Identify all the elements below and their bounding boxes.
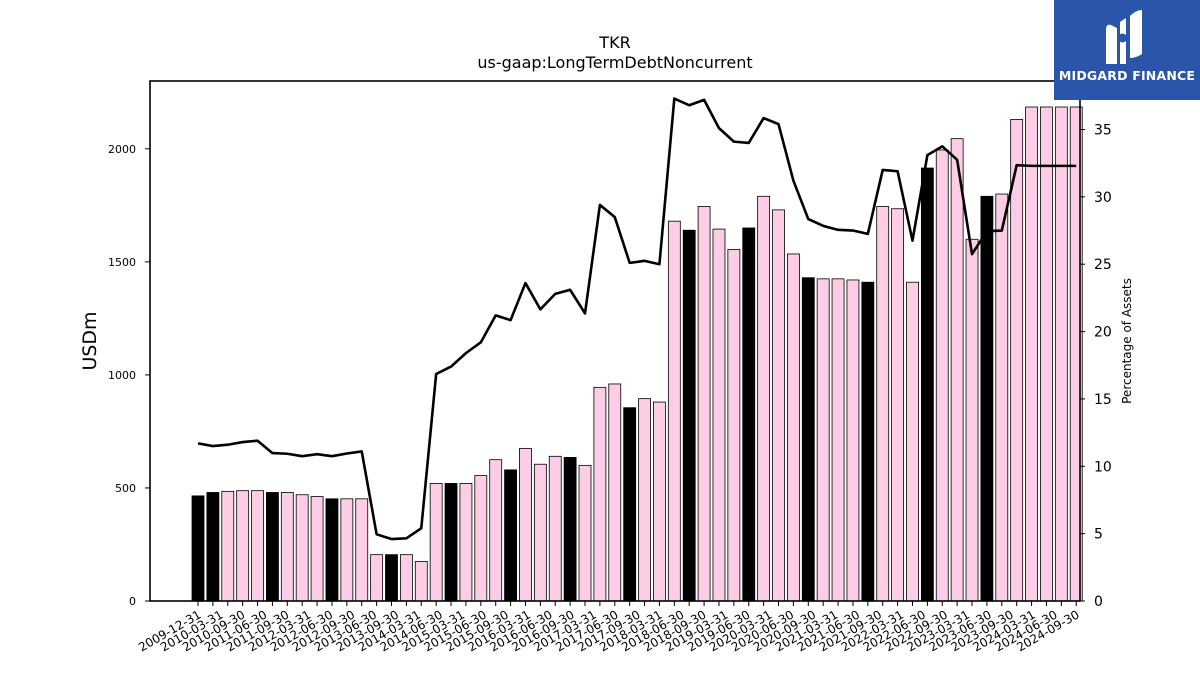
bar-2012-06-30 <box>340 498 354 602</box>
logo-mark-icon <box>1106 10 1142 65</box>
bar-2016-06-30 <box>578 464 592 602</box>
bar-2019-12-31 <box>787 253 800 602</box>
bar-2023-09-30 <box>1010 119 1024 602</box>
bar-2023-03-31 <box>980 195 994 602</box>
bar-2022-03-31 <box>920 167 934 602</box>
bar-2020-03-31 <box>801 277 815 602</box>
bar-2010-03-31 <box>206 492 220 602</box>
bar-2023-12-31 <box>1025 106 1038 602</box>
bar-2014-06-30 <box>459 483 473 602</box>
bar-2010-06-30 <box>221 490 235 602</box>
bar-2014-09-30 <box>474 475 488 602</box>
bar-2021-06-30 <box>876 206 890 602</box>
bar-2020-12-31 <box>846 279 860 602</box>
bar-2018-09-30 <box>712 228 726 602</box>
bar-2021-09-30 <box>891 208 904 602</box>
y-right-tick-label: 35 <box>1094 122 1112 138</box>
chart-title: TKR <box>598 33 630 52</box>
bar-2017-12-31 <box>667 220 681 602</box>
bar-2011-06-30 <box>280 492 294 602</box>
y-axis-left-label: USDm <box>79 311 101 370</box>
chart-subtitle: us-gaap:LongTermDebtNoncurrent <box>477 53 752 72</box>
bar-2015-12-31 <box>548 455 562 602</box>
y-right-tick-label: 15 <box>1094 392 1112 408</box>
bar-2015-06-30 <box>519 447 532 602</box>
y-axis-right-label: Percentage of Assets <box>1120 278 1134 404</box>
bar-2021-03-31 <box>861 281 875 602</box>
bar-2018-12-31 <box>727 249 741 602</box>
bar-2017-09-30 <box>653 401 666 602</box>
bar-2018-06-30 <box>697 206 711 602</box>
bar-2016-12-31 <box>608 383 622 602</box>
bar-2018-03-31 <box>682 229 696 602</box>
bar-2011-03-31 <box>266 492 279 602</box>
bar-2010-12-31 <box>251 490 264 602</box>
bar-2022-12-31 <box>965 238 979 602</box>
y-left-tick-label: 0 <box>129 595 136 608</box>
bar-2017-06-30 <box>638 398 651 602</box>
bar-2016-09-30 <box>593 386 607 602</box>
bar-2010-09-30 <box>236 490 250 602</box>
midgard-finance-logo: MIDGARD FINANCE <box>1054 0 1200 100</box>
bar-2019-03-31 <box>742 227 756 602</box>
bar-2022-06-30 <box>935 149 949 602</box>
bar-2009-12-31 <box>191 495 205 602</box>
bar-2022-09-30 <box>950 138 964 602</box>
x-axis: 2009-12-312010-03-312010-09-302011-06-30… <box>136 601 1082 654</box>
percentage-of-assets-line <box>197 97 1077 541</box>
bar-2019-06-30 <box>757 195 771 602</box>
y-left-tick-label: 500 <box>115 482 136 495</box>
bar-2020-06-30 <box>816 278 830 602</box>
bar-2013-12-31 <box>429 483 443 602</box>
bar-2015-09-30 <box>533 463 547 602</box>
y-right-tick-label: 5 <box>1094 527 1103 543</box>
y-right-tick-label: 10 <box>1094 459 1112 475</box>
bar-2013-09-30 <box>414 561 428 602</box>
bar-2019-09-30 <box>772 209 785 602</box>
logo-text: MIDGARD FINANCE <box>1058 68 1196 83</box>
bar-2023-06-30 <box>995 193 1009 602</box>
bar-2021-12-31 <box>906 281 919 602</box>
bar-2017-03-31 <box>623 407 637 602</box>
bar-series <box>191 106 1083 602</box>
line-series <box>197 97 1077 541</box>
y-right-tick-label: 0 <box>1094 594 1103 610</box>
y-left-tick-label: 1000 <box>108 369 136 382</box>
y-axis-right: 0 5 10 15 20 25 30 35 <box>1080 122 1112 610</box>
bar-2014-12-31 <box>489 459 503 602</box>
bar-2014-03-31 <box>444 483 458 602</box>
bar-2011-12-31 <box>310 496 324 602</box>
bar-2012-03-31 <box>325 498 339 602</box>
y-right-tick-label: 20 <box>1094 325 1112 341</box>
bar-2011-09-30 <box>295 494 309 602</box>
bar-2012-12-31 <box>370 554 384 602</box>
y-left-tick-label: 1500 <box>108 256 136 269</box>
y-right-tick-label: 30 <box>1094 190 1112 206</box>
y-left-tick-label: 2000 <box>108 143 136 156</box>
bar-2012-09-30 <box>355 498 369 602</box>
bar-2016-03-31 <box>563 457 577 602</box>
bar-2024-03-31 <box>1040 106 1053 602</box>
bar-2015-03-31 <box>504 469 517 602</box>
y-axis-left: 0 500 1000 1500 2000 <box>108 143 150 608</box>
y-right-tick-label: 25 <box>1094 257 1112 273</box>
bar-2024-06-30 <box>1054 106 1068 602</box>
bar-2013-06-30 <box>399 554 413 602</box>
bar-2013-03-31 <box>385 554 398 602</box>
bar-2020-09-30 <box>831 278 845 602</box>
